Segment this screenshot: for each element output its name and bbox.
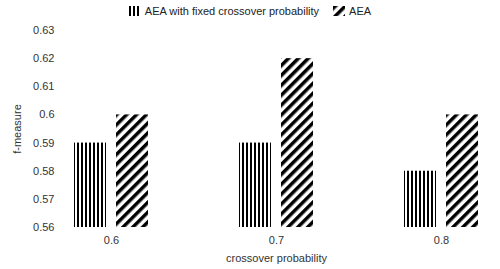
svg-text:0.57: 0.57 [33,193,54,205]
svg-text:0.63: 0.63 [33,24,54,36]
svg-text:f-measure: f-measure [11,104,23,154]
svg-text:0.6: 0.6 [39,108,54,120]
svg-text:0.61: 0.61 [33,80,54,92]
svg-text:0.8: 0.8 [434,234,449,246]
svg-text:crossover probability: crossover probability [226,252,327,264]
svg-text:0.7: 0.7 [269,234,284,246]
html-text:AEA with fixed crossover proba: AEA with fixed crossover probability [144,5,320,17]
html-text:AEA: AEA [349,5,372,17]
svg-text:0.6: 0.6 [104,234,119,246]
svg-text:0.58: 0.58 [33,165,54,177]
svg-text:0.56: 0.56 [33,221,54,233]
svg-text:0.59: 0.59 [33,137,54,149]
svg-text:0.62: 0.62 [33,52,54,64]
